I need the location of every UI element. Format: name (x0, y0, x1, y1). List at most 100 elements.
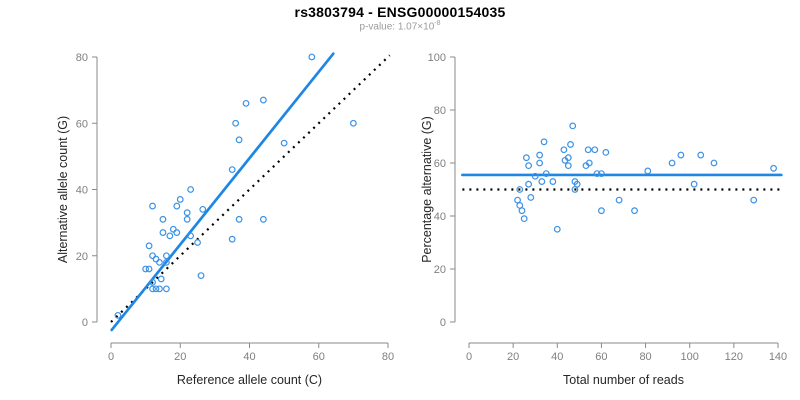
scatter-point (668, 159, 676, 167)
x-tick-label: 0 (466, 351, 472, 363)
scatter-point (518, 207, 526, 215)
y-axis-label: Percentage alternative (G) (420, 116, 434, 263)
x-tick-label: 100 (681, 351, 699, 363)
scatter-point (169, 225, 177, 233)
scatter-point (149, 278, 156, 286)
y-tick-label: 60 (76, 118, 88, 130)
scatter-point (232, 119, 240, 127)
scatter-point (228, 235, 236, 243)
scatter-point (235, 215, 243, 223)
x-tick-label: 0 (108, 351, 114, 363)
scatter-point (536, 151, 544, 159)
scatter-point (697, 151, 705, 159)
pvalue-exponent: -8 (434, 20, 441, 27)
scatter-point (228, 166, 236, 174)
scatter-point (690, 180, 698, 188)
plot-title: rs3803794 - ENSG00000154035 (294, 4, 506, 20)
x-tick-label: 40 (243, 351, 255, 363)
scatter-point (525, 180, 532, 188)
scatter-point (162, 252, 170, 260)
x-tick-label: 140 (769, 351, 787, 363)
scatter-point (173, 229, 181, 236)
scatter-point (145, 265, 153, 273)
scatter-point (542, 170, 550, 178)
x-tick-label: 120 (725, 351, 743, 363)
scatter-point (710, 159, 718, 167)
scatter-point (187, 232, 195, 240)
scatter-point (149, 202, 156, 210)
pvalue-text: p-value: 1.07×10 (359, 21, 435, 33)
scatter-point (520, 215, 528, 223)
scatter-point (156, 258, 163, 266)
scatter-point (259, 96, 267, 104)
scatter-point (553, 225, 561, 233)
scatter-point (598, 170, 605, 178)
scatter-point (516, 186, 524, 193)
x-tick-label: 20 (507, 351, 519, 363)
scatter-point (631, 207, 638, 215)
scatter-point (564, 154, 572, 162)
scatter-point (159, 215, 167, 223)
scatter-point (525, 162, 532, 170)
scatter-point (280, 139, 288, 147)
y-axis-label: Alternative allele count (G) (56, 116, 70, 263)
scatter-point (598, 207, 605, 215)
x-tick-label: 80 (382, 351, 394, 363)
y-tick-label: 40 (434, 211, 446, 223)
scatter-point (197, 272, 205, 280)
scatter-point (166, 232, 174, 240)
scatter-point (538, 178, 546, 185)
y-tick-label: 20 (76, 251, 88, 263)
y-tick-label: 80 (434, 105, 446, 117)
x-axis-label: Total number of reads (563, 373, 684, 387)
x-tick-label: 20 (174, 351, 186, 363)
x-tick-label: 80 (639, 351, 651, 363)
scatter-point (142, 265, 150, 273)
scatter-point (152, 255, 160, 263)
scatter-point (593, 170, 601, 178)
scatter-point (585, 159, 593, 167)
scatter-point (259, 215, 267, 223)
scatter-point (235, 136, 243, 144)
scatter-point (162, 258, 170, 266)
scatter-point (242, 99, 250, 107)
scatter-point (176, 196, 184, 203)
scatter-point (567, 141, 574, 148)
y-tick-label: 0 (440, 317, 446, 329)
scatter-point (540, 138, 548, 146)
scatter-point (584, 146, 592, 154)
scatter-point (157, 275, 165, 283)
scatter-point (349, 119, 357, 127)
regression-line (110, 52, 335, 332)
plot-subtitle: p-value: 1.07×10-8 (0, 20, 800, 32)
scatter-point (156, 285, 163, 293)
scatter-point (750, 196, 758, 204)
scatter-point (159, 229, 167, 236)
y-tick-label: 80 (76, 52, 88, 64)
y-tick-label: 60 (434, 158, 446, 170)
scatter-point (591, 146, 599, 154)
scatter-point (531, 172, 539, 180)
scatter-point (770, 164, 777, 172)
scatter-point (602, 148, 610, 156)
x-tick-label: 60 (595, 351, 607, 363)
scatter-point (149, 285, 156, 293)
scatter-point (173, 202, 181, 210)
scatter-point (527, 194, 535, 201)
scatter-point (522, 154, 530, 162)
scatter-point (145, 242, 153, 250)
scatter-point (569, 122, 577, 130)
scatter-point (152, 285, 160, 293)
x-tick-label: 40 (551, 351, 563, 363)
y-tick-label: 0 (82, 317, 88, 329)
scatter-point (162, 285, 170, 293)
scatter-point (644, 167, 652, 175)
scatter-point (549, 178, 557, 185)
scatter-point (199, 205, 207, 213)
x-tick-label: 60 (313, 351, 325, 363)
y-tick-label: 100 (428, 52, 446, 64)
scatter-point (564, 162, 572, 170)
scatter-point (183, 209, 191, 217)
y-tick-label: 20 (434, 264, 446, 276)
